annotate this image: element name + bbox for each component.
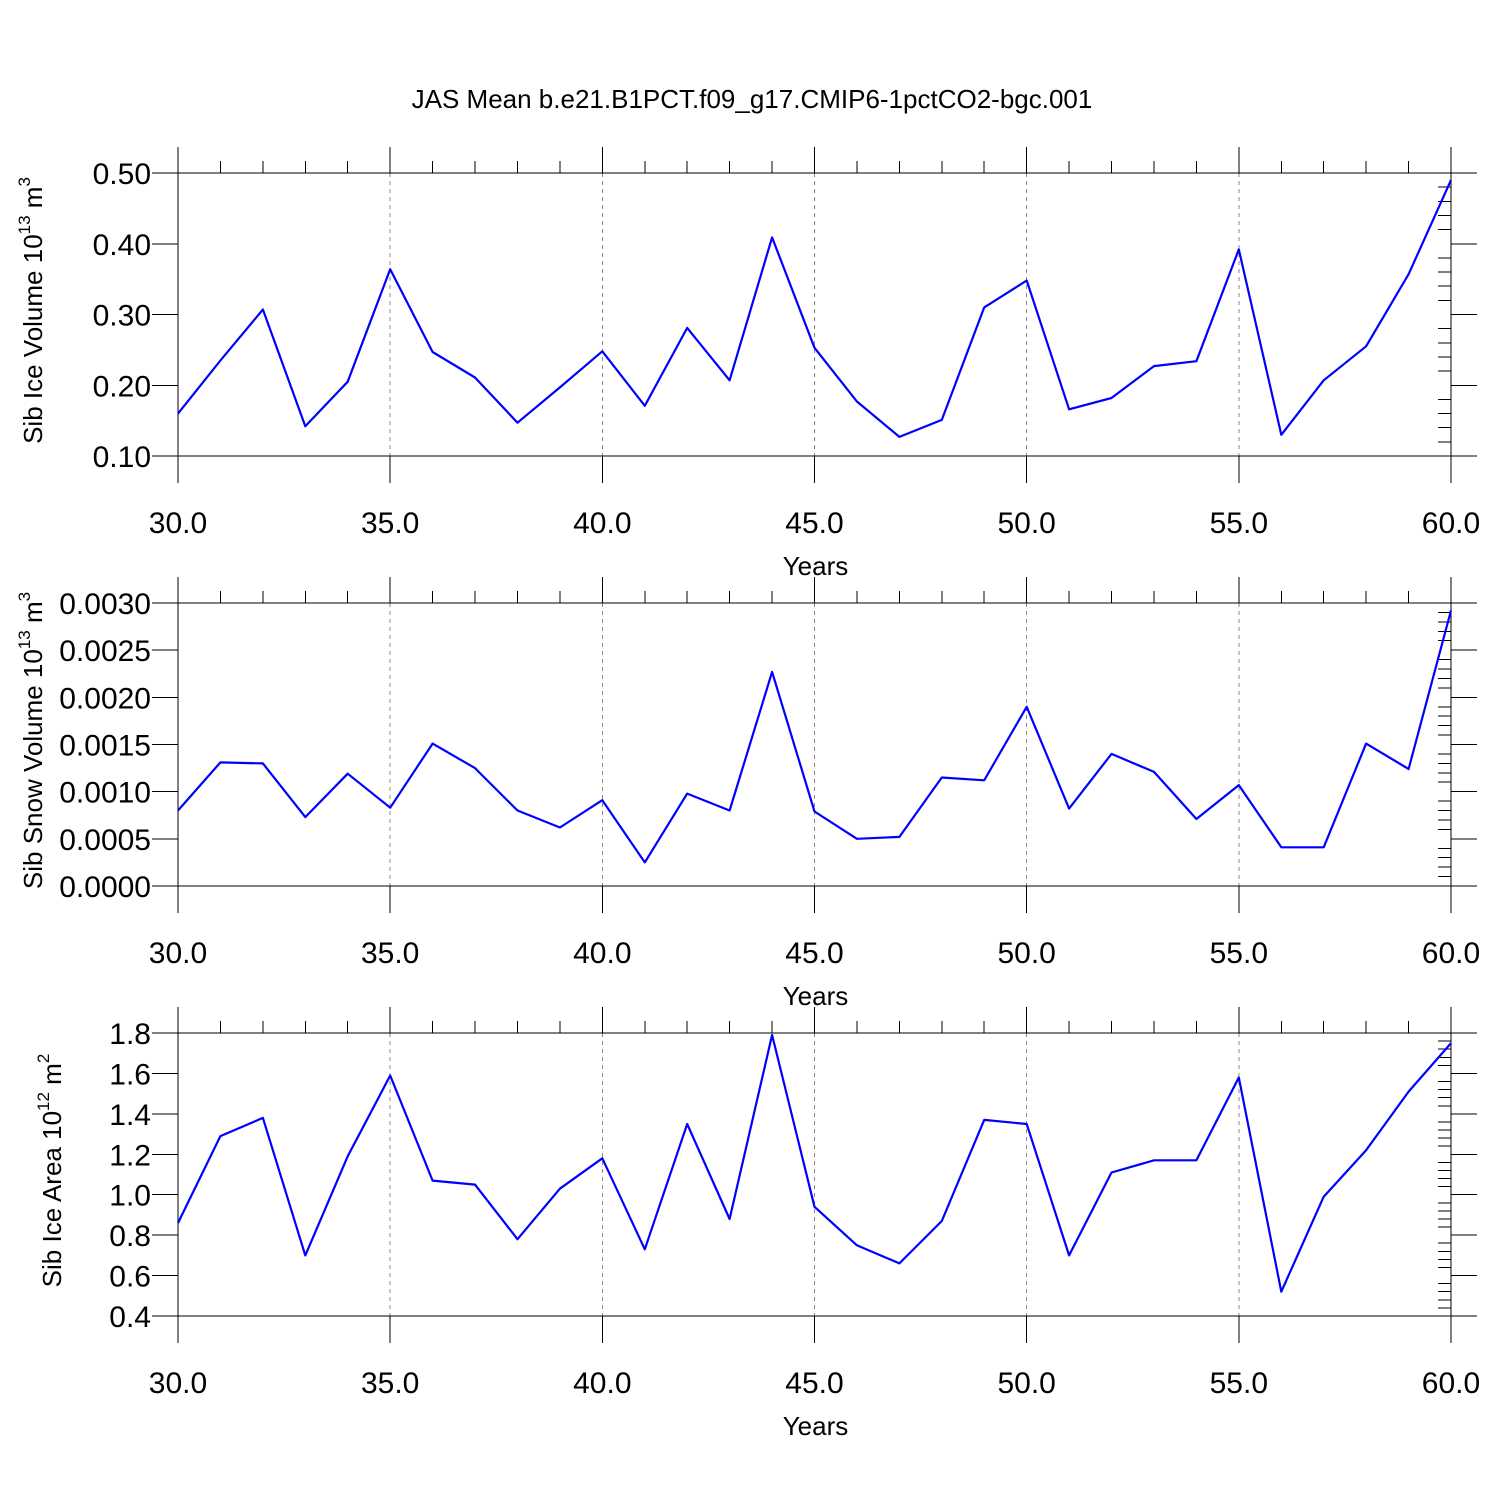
x-tick-label: 30.0 [149, 937, 207, 970]
y-tick-label: 0.0030 [59, 588, 151, 621]
x-tick-label: 30.0 [149, 1367, 207, 1400]
x-tick-label: 60.0 [1422, 1367, 1480, 1400]
y-tick-label: 0.40 [93, 229, 151, 262]
x-tick-label: 50.0 [997, 937, 1055, 970]
x-tick-label: 35.0 [361, 507, 419, 540]
x-tick-label: 45.0 [785, 507, 843, 540]
x-tick-label: 40.0 [573, 507, 631, 540]
series-line [177, 610, 1453, 864]
y-tick-label: 1.4 [109, 1099, 151, 1132]
x-axis-title: Years [783, 981, 849, 1011]
panel-1: 30.0 35.0 40.0 45.0 50.0 55.0 60.0 0.10 0.20 0.30… [15, 147, 1480, 581]
y-axis-title: Sib Snow Volume 1013 m3 [15, 592, 48, 889]
x-tick-label: 50.0 [997, 1367, 1055, 1400]
y-tick-label: 0.0015 [59, 730, 151, 763]
y-tick-label: 0.20 [93, 370, 151, 403]
x-tick-label: 40.0 [573, 937, 631, 970]
y-tick-label: 0.0000 [59, 871, 151, 904]
x-tick-label: 60.0 [1422, 937, 1480, 970]
x-tick-label: 30.0 [149, 507, 207, 540]
x-axis-title: Years [783, 1411, 849, 1441]
y-axis-title-group: Sib Snow Volume 1013 m3 [15, 592, 48, 889]
y-tick-label: 0.0020 [59, 682, 151, 715]
x-tick-label: 40.0 [573, 1367, 631, 1400]
panels: 30.0 35.0 40.0 45.0 50.0 55.0 60.0 0.10 0.20 0.30… [15, 147, 1480, 1441]
y-tick-label: 0.10 [93, 441, 151, 474]
y-axis-title: Sib Ice Area 1012 m2 [34, 1054, 67, 1288]
y-tick-label: 1.2 [109, 1139, 151, 1172]
y-axis-title-group: Sib Ice Volume 1013 m3 [15, 177, 48, 444]
y-tick-label: 0.4 [109, 1301, 151, 1334]
chart-title: JAS Mean b.e21.B1PCT.f09_g17.CMIP6-1pctC… [412, 84, 1093, 114]
x-tick-label: 50.0 [997, 507, 1055, 540]
y-tick-label: 0.30 [93, 300, 151, 333]
y-tick-label: 1.6 [109, 1058, 151, 1091]
y-tick-label: 0.8 [109, 1220, 151, 1253]
y-tick-label: 0.6 [109, 1261, 151, 1294]
x-tick-label: 35.0 [361, 1367, 419, 1400]
x-tick-label: 55.0 [1210, 937, 1268, 970]
y-tick-label: 1.8 [109, 1018, 151, 1051]
x-axis-title: Years [783, 551, 849, 581]
y-axis-title-group: Sib Ice Area 1012 m2 [34, 1054, 67, 1288]
y-tick-label: 1.0 [109, 1180, 151, 1213]
x-tick-label: 45.0 [785, 937, 843, 970]
y-tick-label: 0.0005 [59, 824, 151, 857]
series-line [177, 179, 1453, 438]
x-tick-label: 55.0 [1210, 507, 1268, 540]
y-axis-title: Sib Ice Volume 1013 m3 [15, 177, 48, 444]
series-line [177, 1033, 1452, 1293]
y-tick-label: 0.50 [93, 158, 151, 191]
x-tick-label: 45.0 [785, 1367, 843, 1400]
x-tick-label: 55.0 [1210, 1367, 1268, 1400]
y-tick-label: 0.0010 [59, 777, 151, 810]
x-tick-label: 35.0 [361, 937, 419, 970]
x-tick-label: 60.0 [1422, 507, 1480, 540]
panel-3: 30.0 35.0 40.0 45.0 50.0 55.0 60.0 0.4 0.6 0.8 1.0… [34, 1007, 1480, 1441]
panel-2: 30.0 35.0 40.0 45.0 50.0 55.0 60.0 0.0000 0.0005… [15, 577, 1480, 1011]
y-tick-label: 0.0025 [59, 635, 151, 668]
